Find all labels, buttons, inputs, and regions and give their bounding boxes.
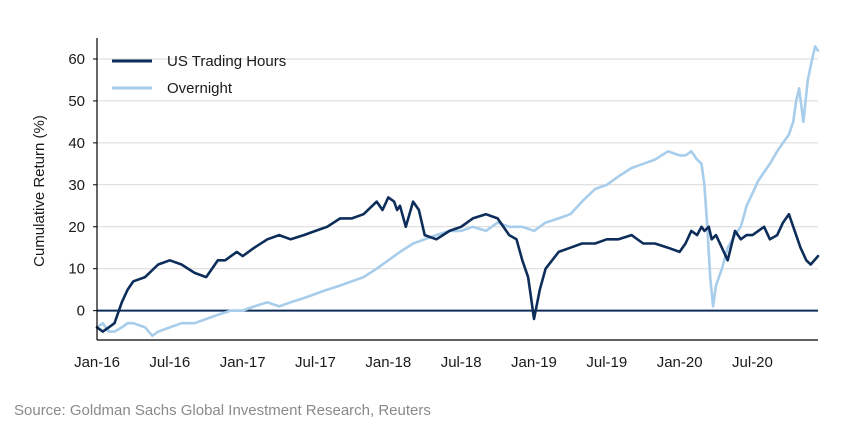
x-tick-label: Jul-20 (732, 354, 773, 371)
x-tick-labels: Jan-16 Jul-16 Jan-17 Jul-17 Jan-18 Jul-18 Jan-… (74, 354, 773, 371)
series-line-overnight (95, 45, 820, 338)
y-tick-label: 50 (68, 93, 85, 110)
y-tick-label: 0 (77, 303, 85, 320)
y-tick-label: 40 (68, 135, 85, 152)
y-tick-label: 60 (68, 51, 85, 68)
x-tick-label: Jan-19 (511, 354, 557, 371)
x-tick-label: Jan-17 (220, 354, 266, 371)
x-tick-label: Jan-16 (74, 354, 120, 371)
y-tick-labels: 0 10 20 30 40 50 60 (68, 51, 85, 320)
source-note: Source: Goldman Sachs Global Investment … (14, 402, 431, 419)
x-tick-label: Jul-18 (441, 354, 482, 371)
legend-label-overnight: Overnight (167, 80, 233, 97)
axes (93, 38, 818, 341)
x-tick-label: Jan-18 (365, 354, 411, 371)
series-lines (95, 45, 820, 338)
y-axis-title: Cumulative Return (%) (31, 115, 48, 267)
legend: US Trading Hours Overnight (112, 53, 286, 97)
series-line-us-trading-hours (95, 196, 820, 333)
y-tick-label: 30 (68, 177, 85, 194)
x-tick-label: Jul-17 (295, 354, 336, 371)
y-tick-label: 20 (68, 219, 85, 236)
x-tick-label: Jul-16 (149, 354, 190, 371)
gridlines (97, 58, 818, 270)
legend-label-us-trading-hours: US Trading Hours (167, 53, 286, 70)
x-tick-label: Jul-19 (586, 354, 627, 371)
y-tick-label: 10 (68, 261, 85, 278)
x-tick-label: Jan-20 (657, 354, 703, 371)
